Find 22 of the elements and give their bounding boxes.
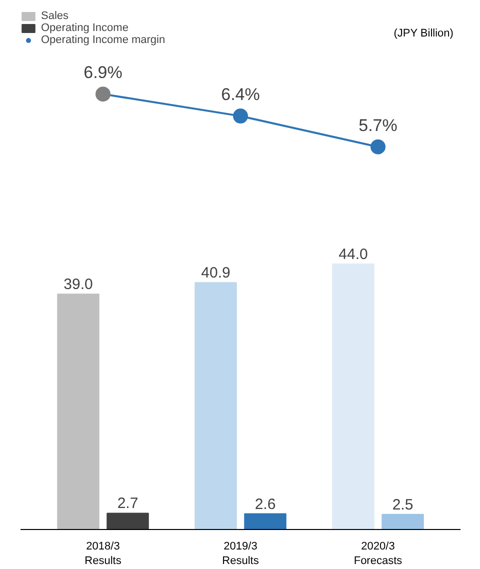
x-tick-label: 2020/3 Forecasts — [354, 540, 403, 567]
bar — [106, 512, 149, 530]
bar — [332, 263, 374, 530]
data-label: 39.0 — [64, 276, 93, 294]
data-label: 44.0 — [338, 246, 368, 263]
legend-label: Operating Income — [41, 22, 128, 34]
data-label: 6.9% — [84, 63, 122, 82]
data-label: 2.6 — [254, 496, 276, 513]
x-tick-label: 2018/3 Results — [84, 540, 122, 567]
legend-label: Sales — [41, 10, 69, 22]
legend-label: Operating Income margin — [41, 34, 166, 46]
bar — [244, 513, 286, 530]
bar — [194, 282, 237, 530]
annotation: (JPY Billion) — [394, 28, 454, 40]
data-label: 2.7 — [117, 495, 138, 512]
x-tick-label: 2019/3 Results — [222, 540, 260, 567]
data-label: 6.4% — [221, 85, 260, 104]
data-label: 5.7% — [358, 116, 398, 135]
data-label: 2.5 — [392, 496, 414, 514]
bar — [382, 514, 424, 530]
bar — [57, 294, 100, 530]
data-label: 40.9 — [201, 264, 230, 282]
